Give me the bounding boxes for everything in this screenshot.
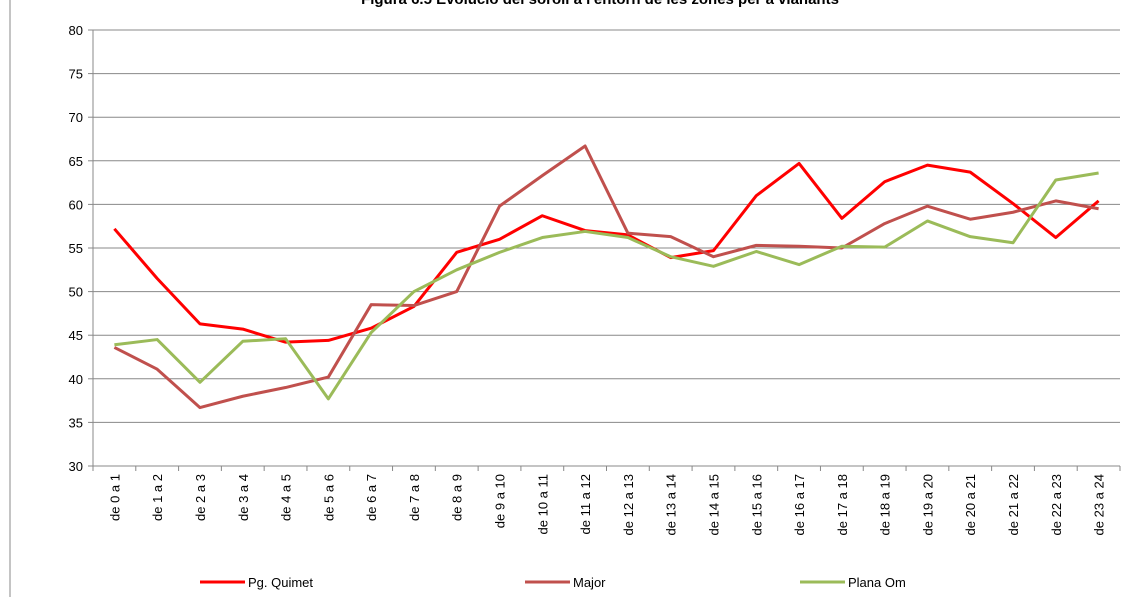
y-tick-label: 40: [69, 372, 83, 387]
x-tick-label: de 4 a 5: [279, 474, 294, 521]
x-tick-label: de 6 a 7: [364, 474, 379, 521]
x-tick-label: de 20 a 21: [963, 474, 978, 535]
chart-border: [9, 0, 11, 597]
y-tick-label: 55: [69, 241, 83, 256]
x-tick-label: de 1 a 2: [150, 474, 165, 521]
legend-label: Pg. Quimet: [248, 575, 313, 590]
x-tick-label: de 12 a 13: [621, 474, 636, 535]
x-tick-label: de 17 a 18: [835, 474, 850, 535]
x-tick-label: de 2 a 3: [193, 474, 208, 521]
x-tick-label: de 21 a 22: [1006, 474, 1021, 535]
x-tick-label: de 14 a 15: [706, 474, 721, 535]
x-tick-label: de 23 a 24: [1092, 474, 1107, 535]
x-tick-label: de 8 a 9: [450, 474, 465, 521]
y-tick-label: 80: [69, 23, 83, 38]
y-tick-label: 70: [69, 110, 83, 125]
x-tick-label: de 9 a 10: [493, 474, 508, 528]
legend-label: Major: [573, 575, 606, 590]
legend-label: Plana Om: [848, 575, 906, 590]
x-tick-label: de 11 a 12: [578, 474, 593, 534]
x-tick-label: de 0 a 1: [107, 474, 122, 521]
x-tick-label: de 18 a 19: [878, 474, 893, 535]
y-tick-label: 50: [69, 285, 83, 300]
y-tick-label: 30: [69, 459, 83, 474]
x-tick-label: de 13 a 14: [664, 474, 679, 535]
x-tick-label: de 19 a 20: [920, 474, 935, 535]
x-tick-label: de 7 a 8: [407, 474, 422, 521]
chart-title: Figura 6.5 Evolució del soroll a l'entor…: [361, 0, 839, 8]
y-tick-label: 60: [69, 197, 83, 212]
y-tick-label: 75: [69, 67, 83, 82]
y-tick-label: 35: [69, 415, 83, 430]
x-tick-label: de 5 a 6: [321, 474, 336, 521]
x-tick-label: de 10 a 11: [535, 474, 550, 534]
series-line: [114, 171, 1099, 401]
y-tick-label: 65: [69, 154, 83, 169]
series-line: [113, 144, 1099, 410]
x-tick-label: de 16 a 17: [792, 474, 807, 535]
x-tick-label: de 22 a 23: [1049, 474, 1064, 535]
x-tick-label: de 3 a 4: [236, 474, 251, 521]
x-tick-label: de 15 a 16: [749, 474, 764, 535]
y-tick-label: 45: [69, 328, 83, 343]
